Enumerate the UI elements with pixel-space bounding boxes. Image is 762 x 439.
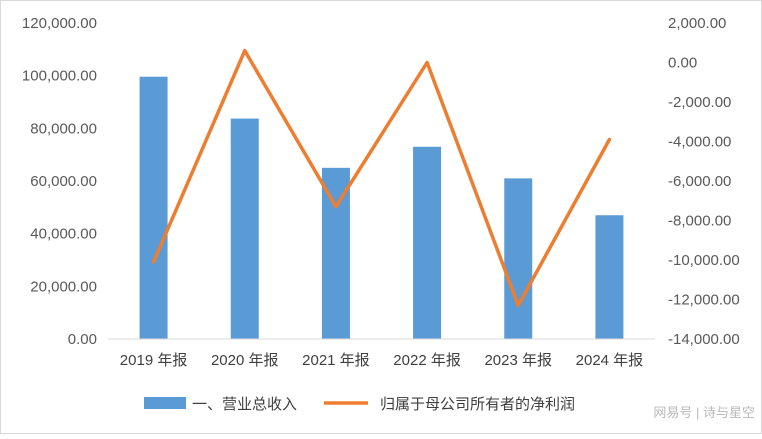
point-net-profit-1 — [152, 260, 156, 264]
watermark-text: 网易号 | 诗与星空 — [653, 405, 755, 420]
x-tick-label-3: 2021 年报 — [302, 352, 370, 369]
point-net-profit-4 — [425, 61, 429, 64]
right-tick-label-0: -14,000.00 — [668, 331, 740, 348]
point-net-profit-5 — [516, 303, 520, 307]
right-tick-label-6: -2,000.00 — [668, 94, 731, 111]
point-net-profit-3 — [334, 205, 338, 209]
bar-revenue-5 — [504, 178, 533, 339]
point-net-profit-6 — [607, 138, 611, 142]
x-tick-label-4: 2022 年报 — [393, 352, 461, 369]
point-net-profit-2 — [243, 49, 247, 53]
x-tick-label-5: 2023 年报 — [484, 352, 552, 369]
right-tick-label-4: -6,000.00 — [668, 173, 731, 190]
legend-label-revenue: 一、营业总收入 — [192, 396, 297, 413]
right-tick-label-2: -10,000.00 — [668, 252, 740, 269]
right-tick-label-7: 0.00 — [668, 55, 697, 72]
x-tick-label-1: 2019 年报 — [120, 352, 188, 369]
left-tick-label-0: 0.00 — [68, 331, 97, 348]
left-tick-label-2: 40,000.00 — [30, 226, 97, 243]
left-tick-label-1: 20,000.00 — [30, 278, 97, 295]
bar-revenue-6 — [595, 215, 624, 339]
right-axis: -14,000.00 -12,000.00 -10,000.00 -8,000.00 -… — [668, 15, 740, 348]
line-net-profit — [151, 48, 612, 308]
x-axis: 2019 年报 2020 年报 2021 年报 2022 年报 2023 年报 2024 … — [120, 352, 643, 369]
bar-revenue-4 — [413, 146, 442, 339]
bar-revenue-2 — [230, 118, 259, 339]
left-tick-label-6: 120,000.00 — [22, 15, 97, 32]
right-tick-label-3: -8,000.00 — [668, 213, 731, 230]
left-tick-label-4: 80,000.00 — [30, 120, 97, 137]
right-tick-label-8: 2,000.00 — [668, 15, 726, 32]
bar-series — [139, 76, 624, 339]
right-tick-label-5: -4,000.00 — [668, 134, 731, 151]
legend-swatch-revenue — [144, 397, 186, 409]
legend-label-net-profit: 归属于母公司所有者的净利润 — [380, 396, 575, 413]
bar-revenue-1 — [139, 76, 168, 339]
left-tick-label-3: 60,000.00 — [30, 173, 97, 190]
line-series — [151, 48, 612, 308]
left-tick-label-5: 100,000.00 — [22, 68, 97, 85]
left-axis: 0.00 20,000.00 40,000.00 60,000.00 80,000.00… — [22, 15, 97, 348]
x-tick-label-2: 2020 年报 — [211, 352, 279, 369]
bar-revenue-3 — [321, 167, 350, 339]
legend: 一、营业总收入 归属于母公司所有者的净利润 — [144, 396, 575, 413]
right-tick-label-1: -12,000.00 — [668, 292, 740, 309]
x-tick-label-6: 2024 年报 — [576, 352, 644, 369]
